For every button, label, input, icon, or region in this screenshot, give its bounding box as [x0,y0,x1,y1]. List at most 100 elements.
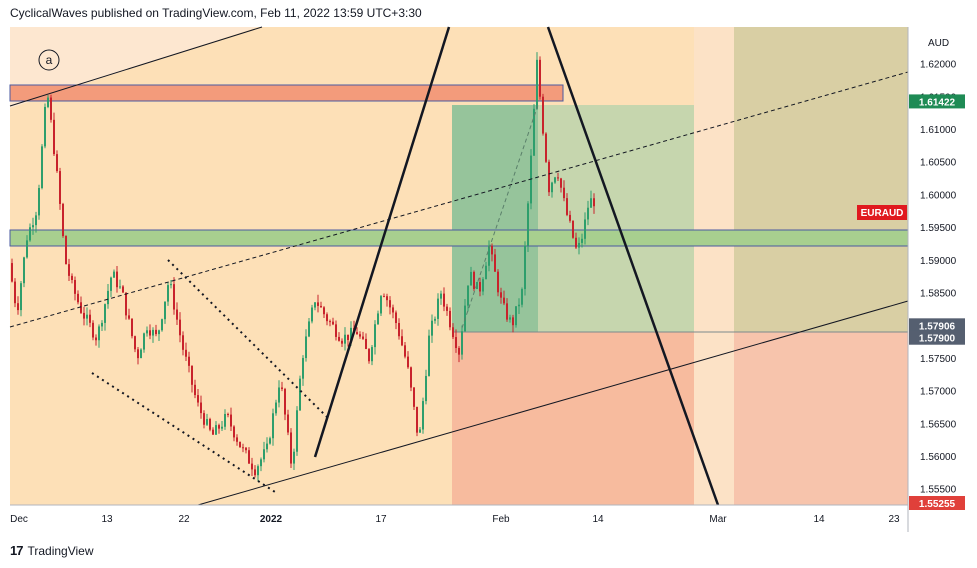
candle-body [512,317,514,326]
candle-body [89,314,91,323]
candle-body [62,203,64,236]
candle-body [491,245,493,255]
candle-body [197,395,199,403]
rise-arc-line[interactable] [313,26,451,458]
candle-body [29,227,31,241]
candle-body [575,237,577,248]
candle-body [107,290,109,305]
candle-body [317,302,319,306]
time-axis[interactable]: Dec 13 22 2022 17 Feb 14 Mar 14 23 [10,514,900,525]
candle-body [131,318,133,337]
candle-body [119,286,121,288]
candle-body [503,297,505,304]
price-tag-label: 1.61422 [919,97,956,108]
channel-top-line[interactable] [9,26,263,107]
candle-body [542,96,544,134]
candle-body [563,187,565,199]
price-axis[interactable]: 1.620001.615001.610001.605001.600001.595… [920,60,957,496]
candle-body [299,378,301,411]
candle-body [497,271,499,293]
candle-body [209,419,211,430]
candle-body [278,387,280,403]
candle-body [560,178,562,188]
fall-arc-line[interactable] [546,26,720,506]
resistance-zone[interactable] [9,84,564,102]
time-tick-label: 2022 [260,514,283,525]
candle-body [431,320,433,336]
price-tick-label: 1.58500 [920,288,957,299]
projection-zone-lower [734,332,908,505]
candle-body [260,459,262,467]
price-tick-label: 1.55500 [920,485,957,496]
candle-body [440,293,442,299]
candle-body [35,215,37,226]
candle-body [470,271,472,286]
position-path-line [461,104,539,329]
candle-body [587,207,589,220]
support-zone[interactable] [9,229,909,247]
candle-body [230,414,232,427]
target-zone-filled [452,105,538,332]
publish-attribution: CyclicalWaves published on TradingView.c… [10,6,422,20]
candle-body [386,296,388,301]
candle-body [365,338,367,349]
candle-body [77,293,79,303]
candle-body [104,304,106,323]
dotted-channel-upper[interactable] [167,259,329,419]
candle-body [50,97,52,120]
dashed-mid-trendline[interactable] [9,71,909,328]
candle-body [92,322,94,338]
channel-bottom-line[interactable] [197,300,909,506]
candle-body [275,402,277,414]
candle-body [95,337,97,341]
candle-body [521,289,523,305]
wave-label-circle[interactable] [38,49,60,71]
stop-zone [452,332,694,505]
candle-body [548,161,550,193]
candle-body [308,321,310,337]
time-tick-label: 14 [592,514,604,525]
candle-body [218,425,220,429]
candle-body [311,307,313,322]
candle-body [584,219,586,239]
candle-body [410,367,412,388]
candle-body [176,309,178,320]
candle-body [539,59,541,97]
footer: 17 TradingView [10,543,94,558]
candle-body [362,336,364,339]
candle-body [206,419,208,425]
candle-body [173,284,175,310]
candle-body [53,119,55,155]
candle-body [569,214,571,221]
candle-body [20,283,22,311]
candle-body [113,271,115,278]
candle-body [122,286,124,293]
candle-body [236,437,238,442]
candle-body [443,293,445,307]
candle-body [266,443,268,450]
candle-body [284,388,286,415]
candle-body [506,303,508,320]
candle-body [515,306,517,326]
candle-body [26,240,28,258]
candle-body [380,296,382,314]
candle-body [47,97,49,107]
candle-body [305,336,307,359]
candle-body [572,220,574,238]
price-tick-label: 1.57000 [920,387,957,398]
candle-body [158,330,160,335]
candle-body [194,384,196,396]
candle-body [245,447,247,451]
candle-body [467,285,469,306]
candle-body [287,414,289,433]
symbol-tag: EURAUD [857,205,907,220]
dotted-channel-lower[interactable] [91,372,276,493]
projection-zone-left [694,27,734,505]
candle-body [59,171,61,204]
candle-body [500,292,502,298]
candle-body [425,375,427,402]
price-chart[interactable]: a 1.620001.615001.610001.605001.600001.5… [0,0,977,540]
candle-body [65,235,67,265]
candle-body [398,323,400,337]
candle-body [32,225,34,228]
